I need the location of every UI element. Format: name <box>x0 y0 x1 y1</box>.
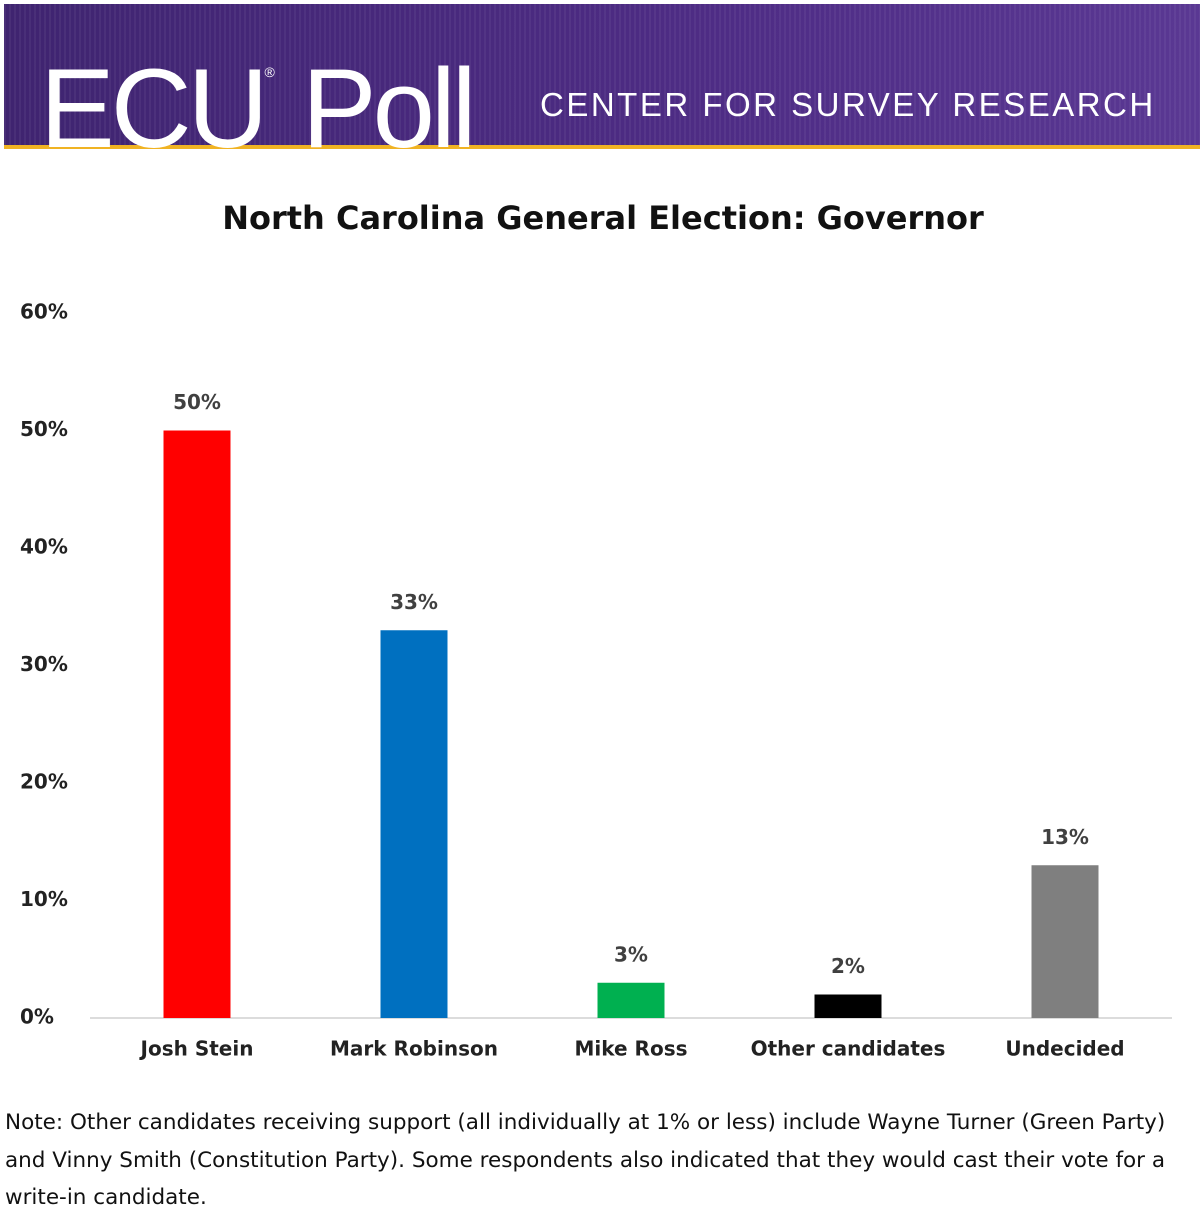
x-tick-label: Mark Robinson <box>330 1037 498 1061</box>
x-tick-label: Undecided <box>1005 1037 1124 1061</box>
logo-text: ECU <box>40 46 268 171</box>
registered-mark: ® <box>264 64 275 80</box>
value-label: 13% <box>1041 825 1089 849</box>
y-tick-label: 0% <box>20 1005 54 1029</box>
y-tick-label: 50% <box>20 417 68 441</box>
chart-title: North Carolina General Election: Governo… <box>222 199 984 237</box>
value-label: 33% <box>390 590 438 614</box>
bar <box>814 994 882 1018</box>
bar <box>1031 865 1099 1018</box>
bar <box>163 430 231 1018</box>
chart: North Carolina General Election: Governo… <box>20 199 1172 1061</box>
note: Note: Other candidates receiving support… <box>5 1110 1166 1210</box>
logo: ECU® Poll <box>40 12 477 171</box>
banner-subtitle: CENTER FOR SURVEY RESEARCH <box>540 86 1156 123</box>
value-label: 50% <box>173 390 221 414</box>
y-tick-label: 10% <box>20 887 68 911</box>
y-tick-label: 60% <box>20 300 68 324</box>
value-label: 3% <box>614 942 648 966</box>
bar <box>597 982 665 1018</box>
banner: ECU® Poll CENTER FOR SURVEY RESEARCH <box>4 4 1200 169</box>
value-label: 2% <box>831 954 865 978</box>
x-tick-label: Mike Ross <box>575 1037 688 1061</box>
y-tick-label: 40% <box>20 535 68 559</box>
x-tick-label: Other candidates <box>751 1037 946 1061</box>
y-tick-label: 20% <box>20 770 68 794</box>
bar <box>380 630 448 1018</box>
logo-word: Poll <box>301 46 477 171</box>
y-tick-label: 30% <box>20 652 68 676</box>
x-tick-label: Josh Stein <box>139 1037 254 1061</box>
